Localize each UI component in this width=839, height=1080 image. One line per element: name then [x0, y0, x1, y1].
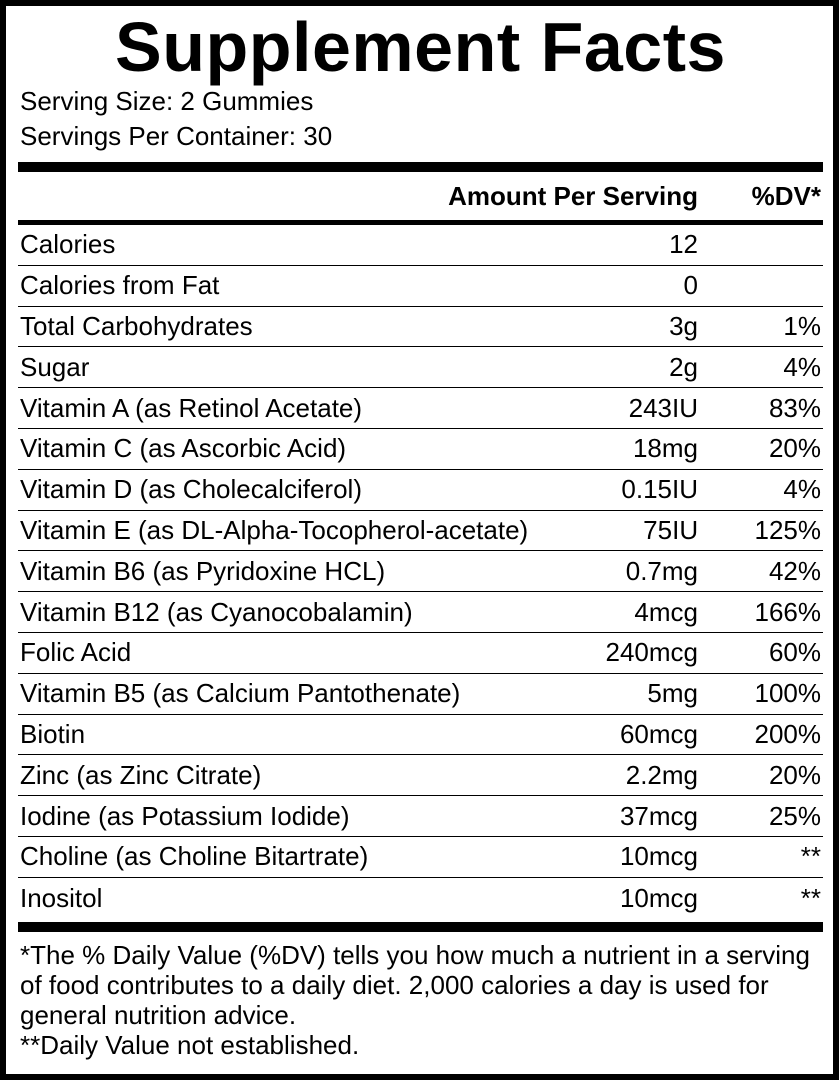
nutrient-name: Biotin — [20, 718, 86, 749]
amount-per-serving-header: Amount Per Serving — [448, 180, 698, 211]
nutrient-row: Vitamin B12 (as Cyanocobalamin) 4mcg 166% — [18, 592, 823, 633]
nutrient-amount: 10mcg — [619, 882, 698, 913]
nutrient-amount: 10mcg — [619, 841, 698, 872]
nutrient-name: Vitamin B5 (as Calcium Pantothenate) — [20, 678, 461, 709]
nutrient-name: Vitamin B6 (as Pyridoxine HCL) — [20, 555, 386, 586]
nutrient-amount: 243IU — [628, 392, 698, 423]
nutrient-amount: 240mcg — [605, 637, 699, 668]
dv-header: %DV* — [751, 180, 821, 211]
header-divider — [18, 220, 823, 225]
nutrient-amount: 75IU — [643, 514, 699, 545]
nutrient-name: Choline (as Choline Bitartrate) — [20, 841, 369, 872]
nutrient-table: Calories 12 Calories from Fat 0 Total Carboh… — [18, 225, 823, 919]
servings-per-container: Servings Per Container: 30 — [20, 121, 333, 151]
nutrient-amount: 0.15IU — [621, 474, 698, 505]
nutrient-dv: 60% — [768, 637, 821, 668]
nutrient-name: Vitamin C (as Ascorbic Acid) — [20, 433, 347, 464]
nutrient-amount: 4mcg — [634, 596, 698, 627]
nutrient-row: Total Carbohydrates 3g 1% — [18, 307, 823, 348]
nutrient-name: Folic Acid — [20, 637, 132, 668]
nutrient-row: Vitamin D (as Cholecalciferol) 0.15IU 4% — [18, 470, 823, 511]
nutrient-dv: ** — [800, 841, 821, 872]
nutrient-row: Vitamin A (as Retinol Acetate) 243IU 83% — [18, 388, 823, 429]
nutrient-amount: 0 — [683, 270, 698, 301]
nutrient-row: Folic Acid 240mcg 60% — [18, 633, 823, 674]
nutrient-row: Choline (as Choline Bitartrate) 10mcg ** — [18, 837, 823, 878]
nutrient-row: Iodine (as Potassium Iodide) 37mcg 25% — [18, 796, 823, 837]
nutrient-name: Vitamin D (as Cholecalciferol) — [20, 474, 362, 505]
bottom-thick-divider — [18, 921, 823, 932]
nutrient-dv: ** — [800, 882, 821, 913]
nutrient-name: Zinc (as Zinc Citrate) — [20, 759, 262, 790]
not-established-footnote: **Daily Value not established. — [20, 1029, 360, 1060]
nutrient-dv: 20% — [768, 433, 821, 464]
serving-size: Serving Size: 2 Gummies — [20, 86, 314, 116]
nutrient-dv: 20% — [768, 759, 821, 790]
nutrient-name: Vitamin E (as DL-Alpha-Tocopherol-acetat… — [20, 514, 529, 545]
nutrient-dv: 25% — [768, 800, 821, 831]
nutrient-amount: 3g — [669, 310, 698, 341]
thick-divider — [18, 162, 823, 172]
nutrient-row: Calories 12 — [18, 225, 823, 266]
footnote: *The % Daily Value (%DV) tells you how m… — [18, 932, 823, 1060]
nutrient-amount: 2.2mg — [625, 759, 698, 790]
nutrient-name: Iodine (as Potassium Iodide) — [20, 800, 350, 831]
nutrient-dv: 42% — [768, 555, 821, 586]
nutrient-dv: 4% — [783, 351, 821, 382]
nutrient-amount: 37mcg — [619, 800, 698, 831]
nutrient-row: Inositol 10mcg ** — [18, 878, 823, 919]
nutrient-row: Calories from Fat 0 — [18, 266, 823, 307]
nutrient-name: Sugar — [20, 351, 90, 382]
nutrient-amount: 12 — [669, 229, 698, 260]
nutrient-name: Vitamin A (as Retinol Acetate) — [20, 392, 363, 423]
nutrient-dv: 200% — [754, 718, 822, 749]
panel-title: Supplement Facts — [115, 8, 726, 86]
nutrient-dv: 125% — [754, 514, 822, 545]
nutrient-name: Total Carbohydrates — [20, 310, 253, 341]
nutrient-row: Vitamin E (as DL-Alpha-Tocopherol-acetat… — [18, 511, 823, 552]
nutrient-row: Sugar 2g 4% — [18, 347, 823, 389]
nutrient-row: Zinc (as Zinc Citrate) 2.2mg 20% — [18, 755, 823, 797]
nutrient-row: Vitamin B6 (as Pyridoxine HCL) 0.7mg 42% — [18, 551, 823, 593]
nutrient-name: Vitamin B12 (as Cyanocobalamin) — [20, 596, 413, 627]
nutrient-amount: 5mg — [647, 678, 698, 709]
nutrient-name: Calories from Fat — [20, 270, 220, 301]
daily-value-footnote: *The % Daily Value (%DV) tells you how m… — [20, 939, 810, 1030]
nutrient-dv: 166% — [754, 596, 822, 627]
nutrient-name: Inositol — [20, 882, 103, 913]
nutrient-amount: 0.7mg — [625, 555, 698, 586]
nutrient-name: Calories — [20, 229, 116, 260]
nutrient-amount: 18mg — [632, 433, 698, 464]
nutrient-dv: 83% — [768, 392, 821, 423]
nutrient-amount: 60mcg — [619, 718, 698, 749]
nutrient-dv: 100% — [754, 678, 822, 709]
nutrient-amount: 2g — [669, 351, 698, 382]
nutrient-dv: 1% — [783, 310, 821, 341]
nutrient-row: Vitamin C (as Ascorbic Acid) 18mg 20% — [18, 429, 823, 470]
nutrient-row: Vitamin B5 (as Calcium Pantothenate) 5mg 1… — [18, 674, 823, 715]
column-header-row: Amount Per Serving %DV* — [18, 172, 823, 220]
nutrient-row: Biotin 60mcg 200% — [18, 715, 823, 756]
nutrient-dv: 4% — [783, 474, 821, 505]
